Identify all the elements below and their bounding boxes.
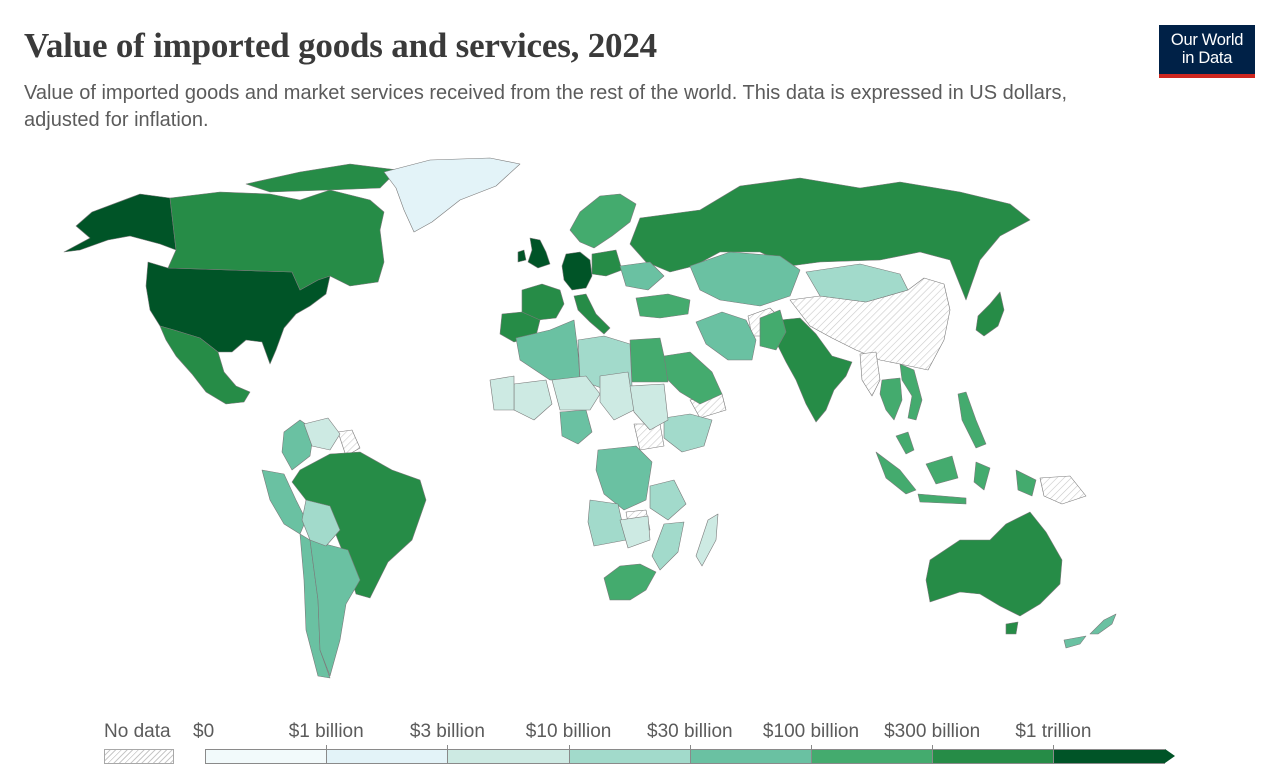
chart-title: Value of imported goods and services, 20… [24,26,657,65]
region-bolivia[interactable]: Bolivia [301,499,341,547]
region-nigeria[interactable]: Nigeria [559,409,593,445]
legend-threshold-label: $10 billion [525,721,612,742]
region-argentina[interactable]: Argentina [309,539,361,677]
region-new-zealand[interactable]: New Zealand [1063,613,1117,649]
legend-no-data-swatch[interactable] [104,749,174,764]
region-peru[interactable]: Peru [261,469,307,535]
legend-bin-4[interactable] [568,749,691,764]
region-colombia[interactable]: Colombia [281,419,315,471]
region-united-kingdom[interactable]: United Kingdom [517,237,551,269]
color-legend: No data $0 $1 billion $3 billion $10 billio… [0,715,1280,781]
legend-threshold-label: $1 billion [288,721,364,742]
region-greenland[interactable]: Greenland [383,157,521,233]
region-philippines[interactable]: Philippines [957,391,987,449]
region-mauritania[interactable]: Mauritania [489,375,515,411]
region-zambia[interactable]: Zambia [619,515,651,549]
legend-threshold-label: $300 billion [884,721,981,742]
region-indonesia[interactable]: Indonesia [875,451,1037,505]
legend-bin-8[interactable] [1053,749,1175,764]
chart-subtitle: Value of imported goods and market servi… [24,82,1068,131]
region-venezuela[interactable]: Venezuela [303,417,341,451]
region-saudi-arabia[interactable]: Saudi Arabia [663,351,723,405]
legend-tick [932,745,934,750]
region-mali[interactable]: Mali [513,379,553,421]
logo-line-2: in Data [1181,49,1233,67]
region-australia[interactable]: Australia [925,511,1063,635]
region-guyana[interactable]: Guyana [337,429,361,457]
legend-threshold-label: $1 trillion [1015,721,1092,742]
region-malaysia[interactable]: Malaysia [895,431,915,455]
region-alaska[interactable]: Alaska [63,193,177,253]
region-chad[interactable]: Chad [599,371,635,421]
world-map: ChinaAfghanistanMyanmarZimbabweSouth Sud… [63,157,1117,679]
legend-tick [568,745,570,750]
owid-logo[interactable]: Our World in Data [1159,25,1255,78]
legend-bin-6[interactable] [811,749,934,764]
region-turkey[interactable]: Turkey [635,293,691,319]
region-thailand[interactable]: Thailand [879,377,903,421]
legend-threshold-label: $100 billion [762,721,860,742]
region-mexico[interactable]: Mexico [159,325,251,405]
legend-bin-1[interactable] [205,749,328,764]
legend-tick [1053,745,1055,750]
region-iran[interactable]: Iran [695,311,757,361]
region-germany[interactable]: Germany [561,251,593,291]
region-vietnam[interactable]: Vietnam [899,363,923,421]
legend-threshold-label: $3 billion [409,721,485,742]
region-sudan[interactable]: Sudan [629,383,669,431]
legend-no-data-label: No data [104,721,171,742]
region-kazakhstan[interactable]: Kazakhstan [689,251,801,307]
legend-tick [326,745,328,750]
region-south-africa[interactable]: South Africa [603,563,657,601]
region-ethiopia[interactable]: Ethiopia [663,413,713,453]
region-madagascar[interactable]: Madagascar [695,513,719,567]
region-papua-new-guinea[interactable]: Papua New Guinea [1039,475,1087,505]
logo-line-1: Our World [1170,31,1244,49]
legend-tick [811,745,812,750]
legend-bin-3[interactable] [447,749,570,764]
region-myanmar[interactable]: Myanmar [859,351,881,397]
legend-threshold-label: $0 [193,721,215,742]
legend-tick [689,745,691,750]
legend-tick [447,745,449,750]
region-scandinavia[interactable]: Scandinavia [569,193,637,249]
legend-bin-7[interactable] [932,749,1055,764]
region-pakistan[interactable]: Pakistan [759,309,787,351]
region-niger[interactable]: Niger [551,375,601,411]
region-dr-congo[interactable]: DR Congo [595,445,653,511]
region-tanzania[interactable]: Tanzania [649,479,687,521]
region-mozambique[interactable]: Mozambique [651,521,685,571]
region-india[interactable]: India [777,317,853,423]
legend-bin-5[interactable] [689,749,812,764]
region-ukraine[interactable]: Ukraine [619,261,665,291]
region-japan[interactable]: Japan [975,291,1005,337]
region-russia[interactable]: Russia [629,177,1031,301]
legend-bin-2[interactable] [326,749,449,764]
region-angola[interactable]: Angola [587,499,627,547]
legend-threshold-label: $30 billion [647,721,733,742]
region-poland[interactable]: Poland [591,249,623,277]
map-country-layer: ChinaAfghanistanMyanmarZimbabweSouth Sud… [63,157,1117,679]
region-egypt[interactable]: Egypt [629,337,669,383]
region-mongolia[interactable]: Mongolia [805,263,909,303]
region-italy[interactable]: Italy [573,293,611,335]
legend-arrow-icon [1164,749,1175,763]
